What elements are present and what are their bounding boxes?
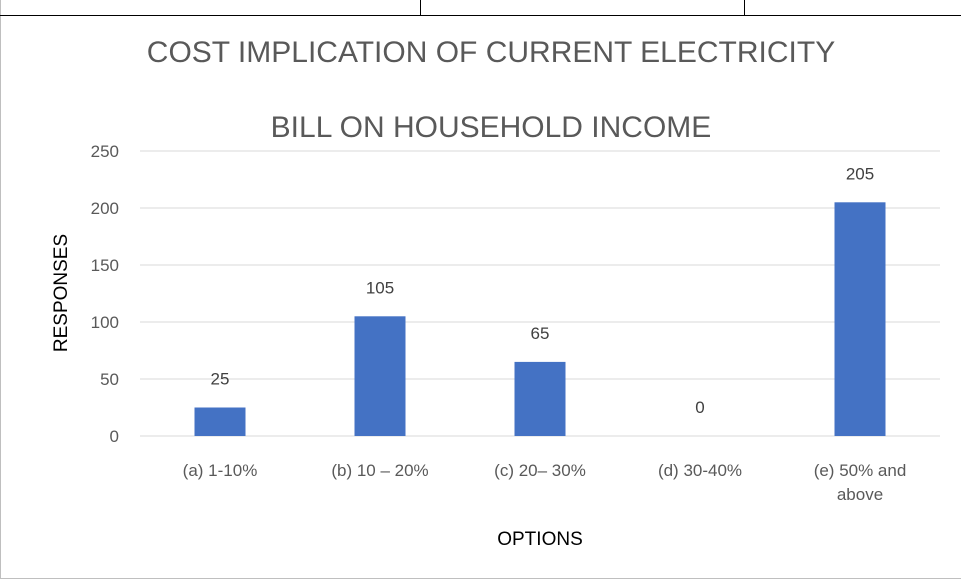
y-tick-label: 100 bbox=[91, 313, 119, 332]
data-labels: 25 105 65 0 205 bbox=[211, 164, 875, 417]
table-border-strip bbox=[0, 0, 961, 16]
y-tick-label: 50 bbox=[100, 370, 119, 389]
bar bbox=[354, 316, 406, 436]
x-tick-label: (b) 10 – 20% bbox=[331, 461, 428, 480]
x-axis-title: OPTIONS bbox=[497, 529, 583, 550]
table-cell-divider bbox=[744, 0, 745, 16]
x-tick-label: (e) 50% and bbox=[814, 461, 907, 480]
data-label: 25 bbox=[211, 370, 230, 389]
x-axis-tick-labels: (a) 1-10% (b) 10 – 20% (c) 20– 30% (d) 30-4… bbox=[183, 461, 907, 504]
bar bbox=[514, 361, 566, 436]
data-label: 205 bbox=[846, 164, 874, 183]
table-cell-divider bbox=[420, 0, 421, 16]
chart-title-line-2: BILL ON HOUSEHOLD INCOME bbox=[271, 111, 712, 144]
bars bbox=[194, 202, 886, 436]
y-axis-title: RESPONSES bbox=[51, 234, 72, 352]
x-tick-label: (c) 20– 30% bbox=[494, 461, 586, 480]
y-tick-label: 150 bbox=[91, 256, 119, 275]
y-tick-label: 200 bbox=[91, 199, 119, 218]
data-label: 65 bbox=[531, 324, 550, 343]
bar bbox=[834, 202, 886, 436]
y-tick-label: 0 bbox=[110, 427, 119, 446]
x-tick-label: (d) 30-40% bbox=[658, 461, 742, 480]
chart-title-line-1: COST IMPLICATION OF CURRENT ELECTRICITY bbox=[147, 36, 835, 69]
x-tick-label: (a) 1-10% bbox=[183, 461, 258, 480]
y-tick-label: 250 bbox=[91, 142, 119, 161]
x-tick-label: above bbox=[837, 485, 883, 504]
bar bbox=[194, 407, 246, 436]
data-label: 105 bbox=[366, 278, 394, 297]
data-label: 0 bbox=[695, 398, 704, 417]
y-axis-tick-labels: 0 50 100 150 200 250 bbox=[91, 142, 119, 446]
